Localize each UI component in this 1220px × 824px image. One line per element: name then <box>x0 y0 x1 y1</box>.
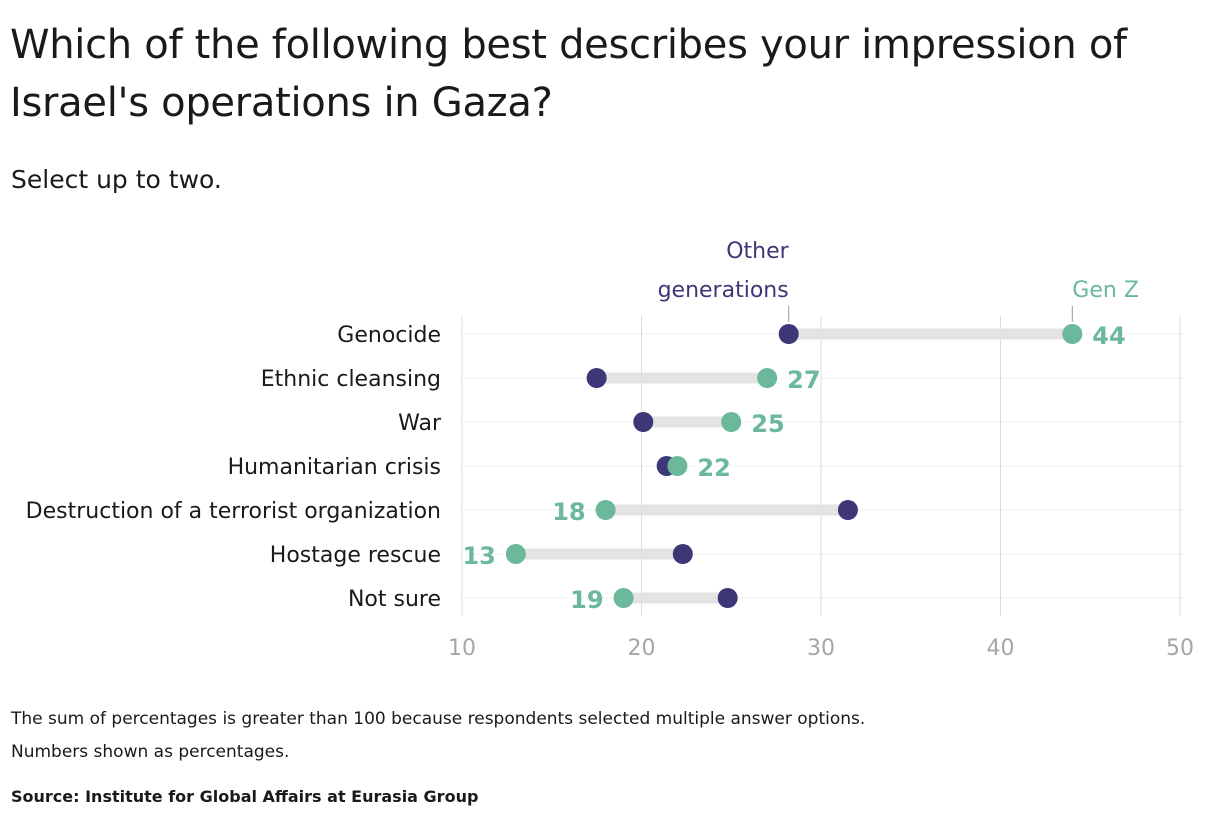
category-label-2: War <box>398 411 442 436</box>
grid-layer: 10 20 30 40 50 <box>448 316 1194 661</box>
dot-other-generations-5 <box>672 544 693 564</box>
rows-layer <box>505 324 1083 608</box>
dot-other-generations-2 <box>633 412 654 432</box>
dot-other-generations-4 <box>837 500 858 520</box>
legend-label-gen-z: Gen Z <box>1072 278 1139 303</box>
category-label-3: Humanitarian crisis <box>228 455 441 480</box>
x-tick-label-10: 10 <box>448 636 476 661</box>
value-label-gen-z-0: 44 <box>1092 322 1125 350</box>
labels-layer: Genocide 44 Ethnic cleansing 27 War 25 Humanit… <box>26 239 1139 614</box>
legend-label-other-line1: Other <box>726 239 789 264</box>
dot-gen-z-6 <box>613 588 634 608</box>
dot-other-generations-1 <box>586 368 607 388</box>
dot-gen-z-3 <box>667 456 688 476</box>
x-tick-label-50: 50 <box>1166 636 1194 661</box>
dot-gen-z-0 <box>1062 324 1083 344</box>
dot-gen-z-5 <box>505 544 526 564</box>
legend-label-other-line2: generations <box>658 278 789 303</box>
x-tick-label-40: 40 <box>987 636 1015 661</box>
dot-other-generations-6 <box>717 588 738 608</box>
value-label-gen-z-1: 27 <box>787 366 820 394</box>
dot-other-generations-0 <box>778 324 799 344</box>
category-label-6: Not sure <box>348 587 441 612</box>
category-label-1: Ethnic cleansing <box>261 367 441 392</box>
dot-gen-z-2 <box>721 412 742 432</box>
category-label-0: Genocide <box>337 323 441 348</box>
value-label-gen-z-2: 25 <box>751 410 784 438</box>
dot-gen-z-1 <box>757 368 778 388</box>
value-label-gen-z-6: 19 <box>570 586 603 614</box>
category-label-5: Hostage rescue <box>270 543 441 568</box>
source-credit: Source: Institute for Global Affairs at … <box>11 787 479 806</box>
chart-subtitle: Select up to two. <box>11 165 222 194</box>
value-label-gen-z-4: 18 <box>552 498 585 526</box>
footnote-units: Numbers shown as percentages. <box>11 742 290 762</box>
x-tick-label-20: 20 <box>628 636 656 661</box>
dot-gen-z-4 <box>595 500 616 520</box>
chart-title: Which of the following best describes yo… <box>10 22 1127 126</box>
footnote-sum: The sum of percentages is greater than 1… <box>11 709 866 729</box>
value-label-gen-z-5: 13 <box>462 542 495 570</box>
x-tick-label-30: 30 <box>807 636 835 661</box>
value-label-gen-z-3: 22 <box>697 454 730 482</box>
dot-plot-chart: 10 20 30 40 50 Genocide 44 Ethnic cleansing 27 W… <box>26 239 1194 661</box>
category-label-4: Destruction of a terrorist organization <box>26 499 441 524</box>
